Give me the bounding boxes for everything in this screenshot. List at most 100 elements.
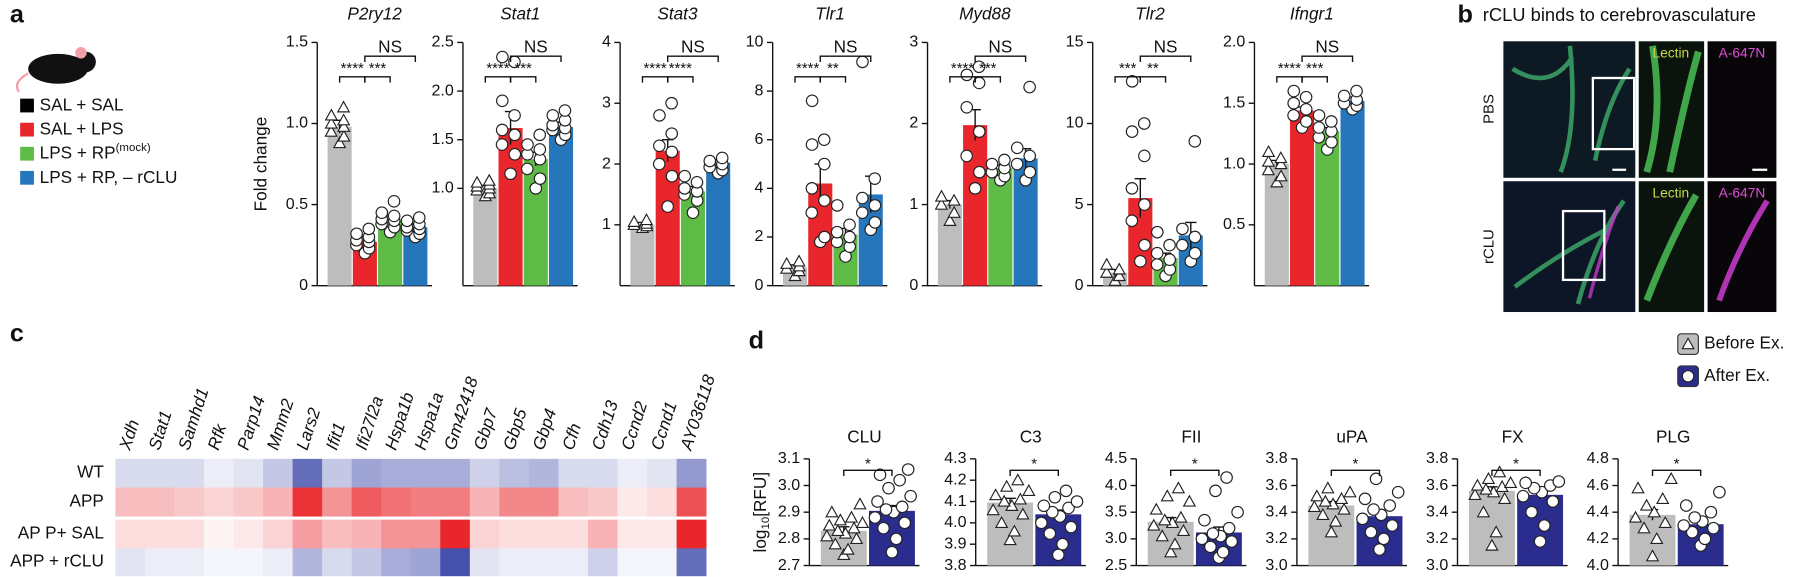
- data-point: [1231, 505, 1244, 519]
- heat-cell: [144, 458, 175, 488]
- heat-cell: [144, 548, 175, 577]
- data-point: [1003, 533, 1017, 546]
- heat-cell: [115, 458, 146, 488]
- significance-label: ***: [979, 61, 997, 77]
- y-tick-label: 15: [1066, 33, 1084, 51]
- y-tick-label: 2.5: [1105, 556, 1127, 574]
- data-point: [1112, 268, 1127, 282]
- column-label: Gbp7: [469, 405, 501, 453]
- heat-cell: [292, 548, 323, 577]
- heat-cell: [587, 548, 618, 577]
- data-point: [1650, 531, 1664, 545]
- legend-swatch: [20, 98, 34, 113]
- heat-cell: [174, 487, 205, 517]
- y-tick-label: 10: [746, 33, 764, 51]
- legend-text: SAL + SAL: [40, 94, 124, 114]
- heat-cell: [263, 487, 293, 517]
- heat-cell: [617, 519, 648, 549]
- heat-cell: [676, 519, 707, 549]
- data-point: [1134, 255, 1147, 268]
- data-point: [1046, 505, 1059, 519]
- heat-cell: [144, 487, 175, 517]
- data-point: [895, 500, 909, 514]
- data-point: [1485, 538, 1499, 551]
- significance-bracket: [1301, 76, 1328, 83]
- heat-cell: [587, 487, 618, 517]
- panel-label: b: [1457, 1, 1472, 29]
- significance-label: NS: [524, 37, 548, 57]
- data-point: [1552, 475, 1566, 488]
- data-point: [1222, 521, 1236, 535]
- bar: [1340, 100, 1365, 286]
- heat-cell: [440, 548, 471, 577]
- data-point: [1324, 525, 1339, 538]
- data-point: [1628, 510, 1643, 523]
- y-tick-label: 3.5: [1105, 502, 1127, 520]
- data-point: [1171, 481, 1186, 494]
- data-point: [508, 109, 521, 122]
- heat-cell: [558, 519, 589, 549]
- data-point: [1516, 489, 1530, 503]
- heat-cell: [410, 548, 441, 577]
- y-tick-label: 3.4: [1265, 502, 1287, 520]
- significance-bracket: [1301, 55, 1354, 62]
- data-point: [504, 167, 517, 181]
- heat-cell: [647, 519, 677, 549]
- data-point: [1325, 135, 1338, 149]
- y-tick-label: 3: [909, 33, 918, 51]
- y-tick-label: 0: [755, 276, 764, 294]
- heat-cell: [469, 548, 500, 577]
- heat-cell: [174, 458, 205, 488]
- data-point: [968, 182, 982, 195]
- heat-cell: [115, 487, 146, 517]
- data-point: [825, 505, 839, 518]
- data-point: [1299, 115, 1313, 128]
- data-point: [362, 222, 376, 236]
- data-point: [822, 518, 837, 531]
- y-tick-label: 3.8: [944, 556, 966, 574]
- data-point: [889, 532, 903, 546]
- data-point: [1138, 198, 1151, 211]
- data-point: [1158, 513, 1172, 526]
- data-point: [901, 463, 915, 476]
- data-point: [686, 206, 700, 219]
- data-point: [1010, 157, 1024, 171]
- data-point: [1138, 149, 1151, 163]
- y-tick-label: 3.0: [1105, 529, 1127, 547]
- data-point: [495, 94, 509, 108]
- data-point: [1137, 117, 1151, 130]
- heat-cell: [676, 548, 707, 577]
- data-point: [1043, 527, 1057, 540]
- data-point: [678, 182, 691, 195]
- data-point: [1647, 505, 1661, 518]
- bar: [706, 162, 731, 286]
- data-point: [1287, 109, 1300, 122]
- panel-label: a: [10, 1, 25, 29]
- significance-bracket: [843, 469, 893, 477]
- column-label: Lars2: [292, 405, 324, 452]
- y-tick-label: 4.2: [1587, 529, 1609, 547]
- data-point: [1160, 489, 1174, 502]
- data-point: [1391, 485, 1405, 499]
- y-tick-label: 4: [755, 179, 764, 197]
- heat-cell: [647, 548, 677, 577]
- data-point: [1176, 523, 1191, 537]
- data-point: [885, 545, 899, 559]
- significance-label: ***: [1306, 61, 1324, 77]
- data-point: [820, 529, 834, 542]
- y-tick-label: 0: [299, 276, 308, 294]
- heat-cell: [469, 519, 500, 549]
- data-point: [1481, 471, 1496, 485]
- heat-cell: [233, 458, 264, 488]
- data-point: [1112, 262, 1126, 275]
- data-point: [1328, 514, 1343, 527]
- data-point: [665, 96, 678, 110]
- channel-label: A-647N: [1719, 186, 1766, 201]
- heat-cell: [469, 487, 500, 517]
- significance-bracket: [484, 76, 512, 83]
- data-point: [792, 254, 806, 267]
- heat-cell: [410, 458, 441, 488]
- bar: [963, 125, 988, 286]
- data-point: [934, 197, 949, 210]
- y-tick-label: 4.4: [1587, 502, 1609, 520]
